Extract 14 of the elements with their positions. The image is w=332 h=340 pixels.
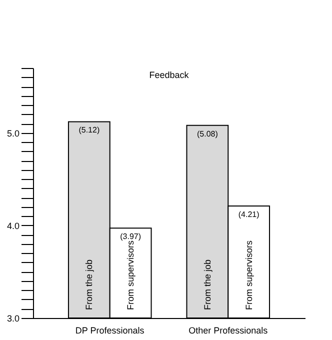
y-tick-label: 3.0 [6,314,20,324]
data-label: (5.08) [196,129,218,138]
y-tick-label: 4.0 [6,220,20,231]
y-tick-label: 5.0 [6,128,20,138]
data-label: (5.12) [78,126,100,135]
data-label: (3.97) [120,232,142,242]
text: From the job [202,259,212,310]
series-label: From supervisors [126,240,136,310]
data-label: (4.21) [238,210,260,219]
text: From supervisors [244,240,254,310]
x-tick-label: Other Professionals [188,326,268,336]
series-label: From the job [84,259,94,310]
x-tick-label: DP Professionals [75,326,145,336]
chart-title: Feedback [149,70,190,80]
